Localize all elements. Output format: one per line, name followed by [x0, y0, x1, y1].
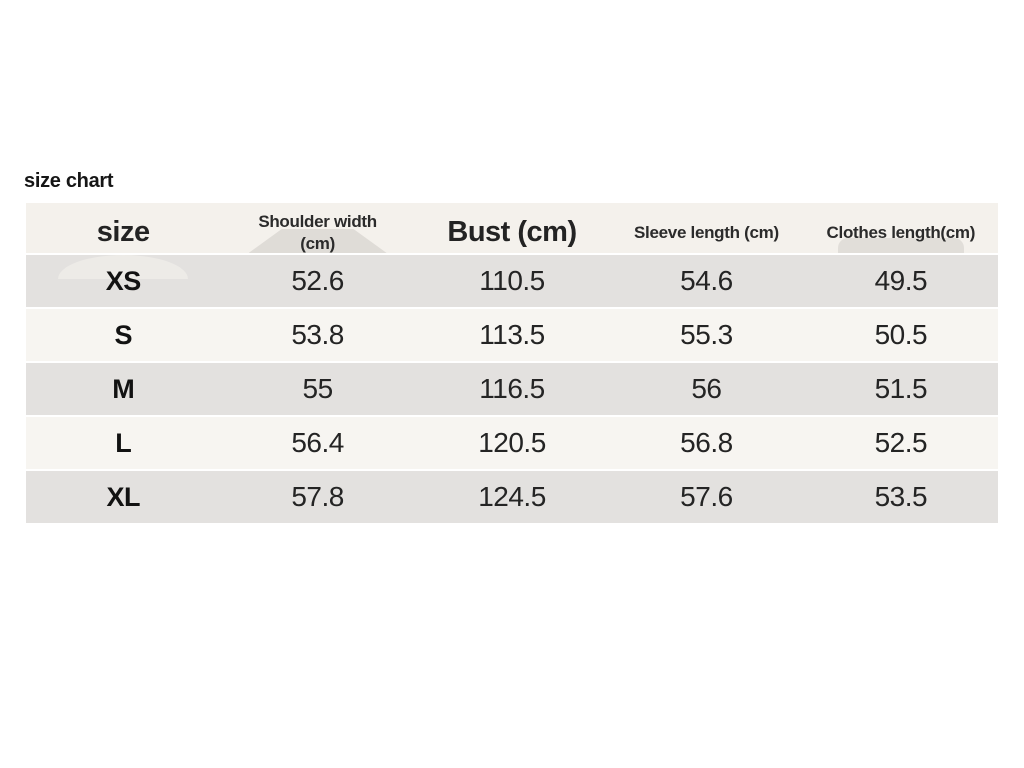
column-header-shoulder-width: Shoulder width (cm) — [220, 203, 414, 253]
column-header-clothes-length: Clothes length(cm) — [804, 203, 998, 253]
cell-sleeve-length: 56 — [691, 373, 722, 404]
cell-bust: 116.5 — [479, 373, 545, 404]
decor-rounded-tab — [837, 238, 964, 253]
column-header-bust: Bust (cm) — [415, 203, 609, 253]
row-m: M 55 116.5 56 51.5 — [26, 363, 998, 415]
cell-shoulder-width: 55 — [302, 373, 334, 404]
cell-clothes-length: 50.5 — [874, 319, 928, 350]
column-header-bust-label: Bust (cm) — [447, 216, 577, 248]
cell-clothes-length: 53.5 — [874, 481, 928, 512]
row-xs: XS 52.6 110.5 54.6 49.5 — [26, 255, 998, 307]
column-header-size-label: size — [96, 216, 150, 248]
cell-shoulder-width: 57.8 — [291, 481, 344, 512]
cell-sleeve-length: 55.3 — [680, 319, 733, 350]
cell-size: M — [112, 373, 135, 404]
table-header-row: size Shoulder width (cm) Bust (cm) Sleev… — [26, 203, 998, 253]
cell-clothes-length: 49.5 — [874, 265, 928, 296]
size-chart-table: size Shoulder width (cm) Bust (cm) Sleev… — [26, 203, 998, 523]
cell-size: S — [114, 319, 132, 350]
cell-bust: 113.5 — [479, 319, 545, 350]
cell-bust: 110.5 — [479, 265, 545, 296]
page-title: size chart — [24, 170, 114, 192]
row-l: L 56.4 120.5 56.8 52.5 — [26, 417, 998, 469]
column-header-shoulder-width-label: Shoulder width (cm) — [258, 212, 377, 253]
row-s: S 53.8 113.5 55.3 50.5 — [26, 309, 998, 361]
cell-clothes-length: 51.5 — [874, 373, 928, 404]
cell-sleeve-length: 57.6 — [680, 481, 733, 512]
cell-sleeve-length: 54.6 — [680, 265, 733, 296]
cell-shoulder-width: 52.6 — [291, 265, 344, 296]
cell-clothes-length: 52.5 — [874, 427, 928, 458]
cell-size: XS — [105, 265, 142, 296]
cell-shoulder-width: 53.8 — [291, 319, 344, 350]
column-header-size: size — [26, 203, 220, 253]
cell-bust: 120.5 — [478, 427, 546, 458]
cell-size: L — [115, 427, 132, 458]
cell-size: XL — [106, 481, 140, 512]
cell-sleeve-length: 56.8 — [680, 427, 733, 458]
row-xl: XL 57.8 124.5 57.6 53.5 — [26, 471, 998, 523]
column-header-clothes-length-label: Clothes length(cm) — [826, 222, 976, 242]
cell-shoulder-width: 56.4 — [291, 427, 344, 458]
cell-bust: 124.5 — [478, 481, 546, 512]
column-header-sleeve-length: Sleeve length (cm) — [609, 203, 803, 253]
column-header-sleeve-length-label: Sleeve length (cm) — [634, 222, 779, 242]
